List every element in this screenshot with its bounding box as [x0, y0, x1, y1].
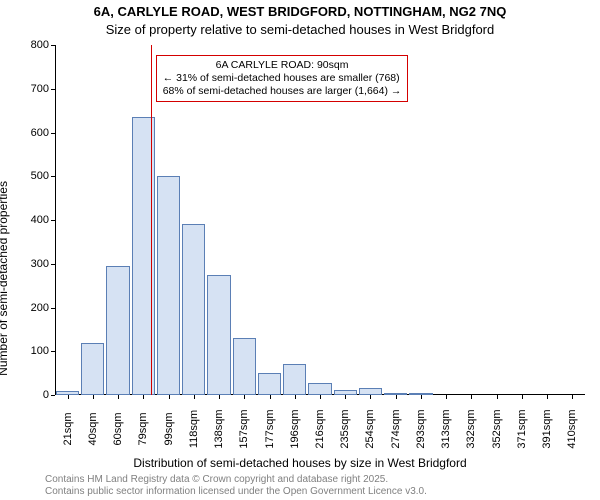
- x-tick-label: 254sqm: [364, 409, 376, 448]
- y-tick-label: 600: [17, 127, 49, 139]
- x-tick-label: 177sqm: [264, 409, 276, 448]
- y-tick-mark: [51, 89, 55, 90]
- x-tick-mark: [497, 395, 498, 399]
- footer-line2: Contains public sector information licen…: [45, 486, 427, 498]
- x-tick-mark: [295, 395, 296, 399]
- marker-line: [151, 45, 152, 395]
- x-tick-mark: [370, 395, 371, 399]
- x-tick-label: 391sqm: [541, 409, 553, 448]
- annotation-line1: 6A CARLYLE ROAD: 90sqm: [163, 59, 402, 72]
- annotation-line2: ← 31% of semi-detached houses are smalle…: [163, 72, 402, 85]
- y-tick-mark: [51, 308, 55, 309]
- x-tick-label: 274sqm: [390, 409, 402, 448]
- x-tick-mark: [118, 395, 119, 399]
- y-tick-label: 0: [17, 389, 49, 401]
- y-tick-label: 100: [17, 345, 49, 357]
- y-tick-label: 400: [17, 214, 49, 226]
- x-tick-label: 99sqm: [163, 412, 175, 445]
- x-tick-mark: [547, 395, 548, 399]
- x-tick-label: 216sqm: [314, 409, 326, 448]
- x-tick-label: 40sqm: [87, 412, 99, 445]
- histogram-bar: [207, 275, 230, 395]
- x-tick-label: 21sqm: [62, 412, 74, 445]
- histogram-bar: [182, 224, 205, 395]
- x-tick-mark: [270, 395, 271, 399]
- x-tick-label: 293sqm: [415, 409, 427, 448]
- y-tick-label: 300: [17, 258, 49, 270]
- histogram-bar: [283, 364, 306, 395]
- histogram-bar: [233, 338, 256, 395]
- x-tick-label: 157sqm: [238, 409, 250, 448]
- y-tick-mark: [51, 133, 55, 134]
- x-tick-mark: [522, 395, 523, 399]
- chart-title-line1: 6A, CARLYLE ROAD, WEST BRIDGFORD, NOTTIN…: [0, 4, 600, 19]
- footer-line1: Contains HM Land Registry data © Crown c…: [45, 474, 427, 486]
- annotation-line3: 68% of semi-detached houses are larger (…: [163, 85, 402, 98]
- x-tick-label: 138sqm: [213, 409, 225, 448]
- histogram-bar: [81, 343, 104, 396]
- y-axis-label: Number of semi-detached properties: [0, 181, 10, 376]
- x-tick-label: 118sqm: [188, 410, 200, 448]
- x-tick-mark: [93, 395, 94, 399]
- y-tick-label: 200: [17, 302, 49, 314]
- y-tick-mark: [51, 220, 55, 221]
- x-tick-label: 352sqm: [491, 409, 503, 448]
- x-tick-mark: [421, 395, 422, 399]
- histogram-bar: [258, 373, 281, 395]
- x-tick-label: 313sqm: [440, 409, 452, 448]
- x-tick-mark: [143, 395, 144, 399]
- y-tick-mark: [51, 264, 55, 265]
- y-tick-mark: [51, 176, 55, 177]
- y-tick-label: 700: [17, 83, 49, 95]
- y-tick-label: 800: [17, 39, 49, 51]
- x-tick-mark: [396, 395, 397, 399]
- histogram-bar: [157, 176, 180, 395]
- x-tick-label: 79sqm: [137, 412, 149, 445]
- y-tick-mark: [51, 395, 55, 396]
- x-tick-label: 235sqm: [339, 409, 351, 448]
- x-tick-label: 371sqm: [516, 409, 528, 448]
- footer-attribution: Contains HM Land Registry data © Crown c…: [45, 474, 427, 498]
- y-tick-mark: [51, 351, 55, 352]
- x-tick-label: 60sqm: [112, 412, 124, 445]
- chart-title-line2: Size of property relative to semi-detach…: [0, 22, 600, 37]
- histogram-bar: [106, 266, 129, 395]
- x-tick-mark: [169, 395, 170, 399]
- y-tick-label: 500: [17, 170, 49, 182]
- y-tick-mark: [51, 45, 55, 46]
- x-tick-mark: [219, 395, 220, 399]
- x-tick-mark: [345, 395, 346, 399]
- x-tick-label: 332sqm: [465, 409, 477, 448]
- x-tick-mark: [572, 395, 573, 399]
- x-tick-mark: [471, 395, 472, 399]
- x-tick-mark: [68, 395, 69, 399]
- x-tick-mark: [244, 395, 245, 399]
- x-axis-label: Distribution of semi-detached houses by …: [0, 456, 600, 470]
- annotation-box: 6A CARLYLE ROAD: 90sqm← 31% of semi-deta…: [156, 55, 409, 102]
- x-tick-mark: [320, 395, 321, 399]
- x-tick-mark: [446, 395, 447, 399]
- histogram-bar: [308, 383, 331, 395]
- x-tick-label: 410sqm: [566, 409, 578, 448]
- plot-area: 010020030040050060070080021sqm40sqm60sqm…: [55, 45, 585, 395]
- x-tick-label: 196sqm: [289, 409, 301, 448]
- x-tick-mark: [194, 395, 195, 399]
